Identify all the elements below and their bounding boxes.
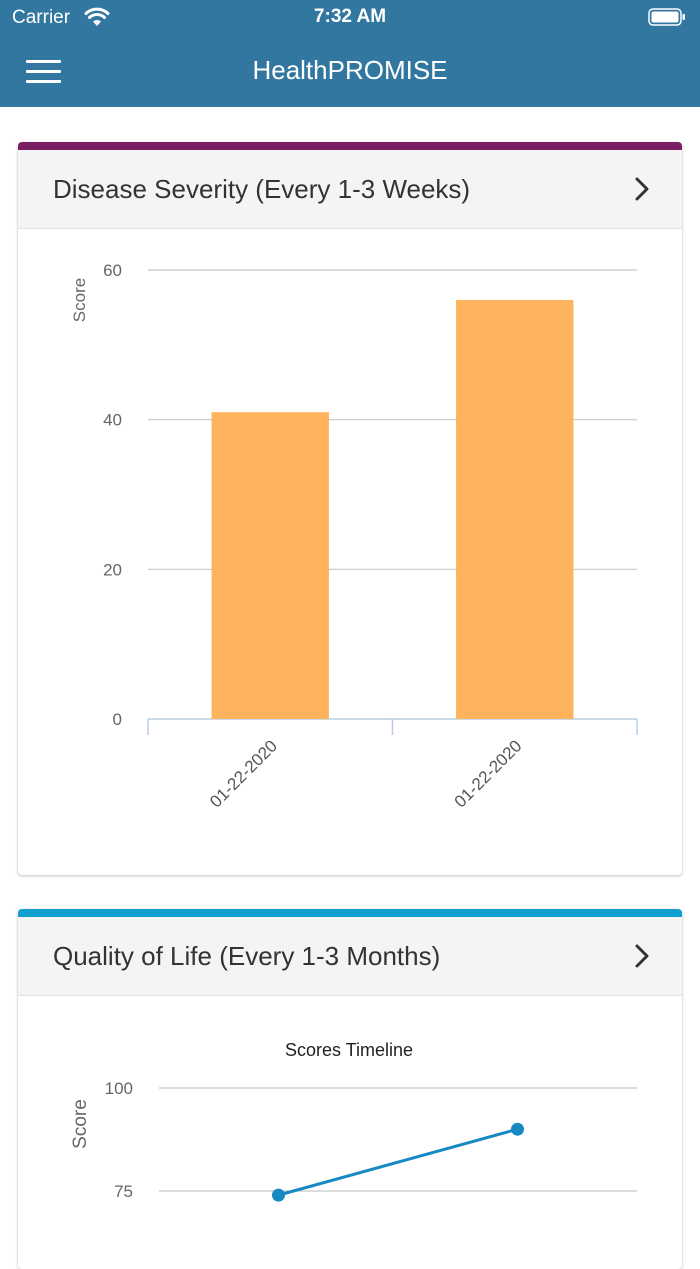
- y-tick-label: 60: [103, 261, 122, 280]
- card-accent-bar: [18, 909, 682, 917]
- app-title: HealthPROMISE: [252, 55, 448, 85]
- y-tick-label: 100: [105, 1079, 133, 1098]
- card-accent-bar: [18, 142, 682, 150]
- y-tick-label: 0: [113, 710, 122, 729]
- app-bar: Carrier 7:32 AM HealthPROMISE: [0, 0, 700, 107]
- data-point: [511, 1122, 524, 1136]
- bar: [211, 412, 329, 719]
- disease-severity-chart: 0 20 40 60 Score 01-22-2020 01-22-2020: [70, 261, 638, 811]
- series-line: [278, 1127, 518, 1197]
- status-bar: Carrier 7:32 AM: [0, 0, 700, 36]
- quality-of-life-header[interactable]: Quality of Life (Every 1-3 Months): [18, 917, 682, 996]
- y-tick-label: 40: [103, 411, 122, 430]
- quality-of-life-card: Quality of Life (Every 1-3 Months) Score…: [18, 909, 682, 1269]
- status-time: 7:32 AM: [313, 6, 387, 27]
- data-point: [272, 1188, 285, 1202]
- battery-icon: [648, 8, 685, 26]
- y-tick-label: 75: [114, 1182, 133, 1201]
- disease-severity-card: Disease Severity (Every 1-3 Weeks) 0 20 40…: [18, 142, 682, 875]
- card-title: Disease Severity (Every 1-3 Weeks): [53, 174, 471, 204]
- card-title: Quality of Life (Every 1-3 Months): [53, 941, 441, 971]
- y-axis-label: Score: [70, 278, 89, 322]
- disease-severity-header[interactable]: Disease Severity (Every 1-3 Weeks): [18, 150, 682, 229]
- y-tick-label: 20: [103, 560, 122, 579]
- carrier-label: Carrier: [12, 7, 71, 28]
- chevron-right-icon[interactable]: [632, 175, 652, 203]
- hamburger-menu-icon[interactable]: [20, 54, 68, 90]
- chart-title: Scores Timeline: [285, 1040, 413, 1060]
- y-axis-label: Score: [70, 1099, 91, 1149]
- chevron-right-icon[interactable]: [632, 942, 652, 970]
- quality-of-life-chart: Scores Timeline 75 100 Score: [70, 1040, 637, 1202]
- wifi-icon: [84, 7, 110, 26]
- bar: [456, 299, 574, 719]
- x-tick-label: 01-22-2020: [451, 736, 526, 811]
- x-tick-label: 01-22-2020: [206, 736, 281, 811]
